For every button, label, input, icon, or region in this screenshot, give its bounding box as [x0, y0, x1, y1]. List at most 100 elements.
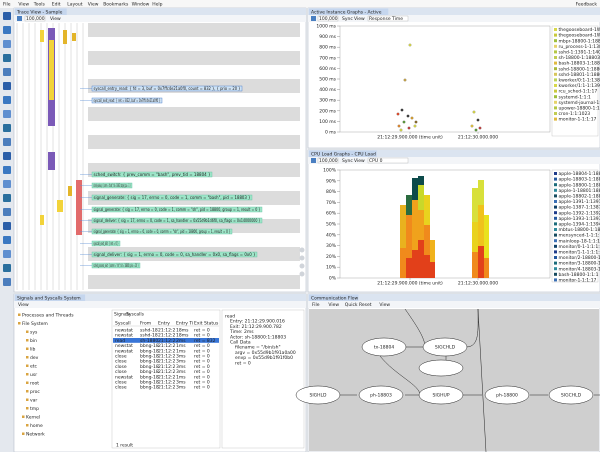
- table-cell[interactable]: close: [115, 364, 127, 370]
- tool-icon[interactable]: [3, 264, 11, 272]
- legend-entry[interactable]: systemd-1:1:1: [559, 94, 592, 100]
- table-cell[interactable]: bbng-18: [140, 374, 159, 380]
- table-cell[interactable]: 21:12:2: [158, 348, 175, 354]
- table-cell[interactable]: 21:12:2: [158, 385, 175, 391]
- table-cell[interactable]: newstat: [115, 348, 133, 354]
- panel-tab-title[interactable]: Trace View - Sample: [16, 10, 63, 16]
- table-cell[interactable]: 3ms: [176, 385, 186, 391]
- table-cell[interactable]: 21:12:2: [158, 354, 175, 360]
- table-cell[interactable]: 3ms: [176, 354, 186, 360]
- tree-item[interactable]: lib: [30, 347, 36, 353]
- table-cell[interactable]: ret = 0: [194, 385, 210, 391]
- tool-icon[interactable]: [3, 40, 11, 48]
- tree-item[interactable]: Kernel: [26, 415, 40, 421]
- legend-entry[interactable]: apple-1387-1:1387: [559, 205, 600, 211]
- table-cell[interactable]: ret = 0: [194, 359, 210, 365]
- table-cell[interactable]: 21:12:2: [158, 374, 175, 380]
- legend-entry[interactable]: sshd-18800-1:18801: [559, 66, 600, 72]
- table-cell[interactable]: ret = 0: [194, 343, 210, 349]
- flow-node[interactable]: [361, 337, 407, 357]
- table-cell[interactable]: ret = 0: [194, 374, 210, 380]
- legend-entry[interactable]: ru_process-1-1:1387: [559, 44, 600, 50]
- legend-entry[interactable]: monitor/1-1-1:1:1:1: [559, 250, 600, 256]
- flow-node[interactable]: [548, 385, 594, 405]
- panel-tab[interactable]: [309, 294, 359, 302]
- select-value[interactable]: Response Time: [369, 16, 403, 22]
- legend-entry[interactable]: monitor/3-18800-1:18804: [559, 261, 600, 267]
- table-cell[interactable]: ret = 0: [194, 354, 210, 360]
- legend-entry[interactable]: mensynced-1-1:1:17: [559, 233, 600, 239]
- legend-entry[interactable]: thegooseboard-1W-1:1386: [559, 27, 600, 33]
- legend-entry[interactable]: apple-1-18801:18801: [559, 188, 600, 194]
- legend-entry[interactable]: apple-18802-1:18802: [559, 194, 600, 200]
- legend-entry[interactable]: apple-1391-1:1391: [559, 199, 600, 205]
- table-cell[interactable]: 21:12:2: [158, 380, 175, 386]
- table-cell[interactable]: 3ms: [176, 380, 186, 386]
- legend-entry[interactable]: cron-1:1:1023: [559, 111, 591, 117]
- table-cell[interactable]: ret = 0: [194, 380, 210, 386]
- panel-tab-title[interactable]: Communication Flow: [311, 296, 358, 302]
- panel-tab-title[interactable]: CPU Load Graphs - CPU Load: [311, 152, 376, 158]
- table-tab[interactable]: Signals: [114, 312, 131, 318]
- tree-item[interactable]: proc: [30, 389, 40, 395]
- toolbar-item[interactable]: View: [379, 302, 390, 308]
- select-field[interactable]: [367, 15, 409, 22]
- table-cell[interactable]: close: [115, 380, 127, 386]
- tool-icon[interactable]: [3, 222, 11, 230]
- tree-item[interactable]: sys: [30, 331, 38, 336]
- legend-entry[interactable]: apple-1393-1:1393: [559, 216, 600, 222]
- table-cell[interactable]: close: [115, 359, 127, 365]
- table-cell[interactable]: bbng-18: [140, 359, 159, 365]
- tool-icon[interactable]: [3, 250, 11, 258]
- table-cell[interactable]: sshd-18: [140, 328, 158, 334]
- tool-icon[interactable]: [3, 236, 11, 244]
- flow-node[interactable]: [422, 337, 468, 357]
- tool-icon[interactable]: [3, 54, 11, 62]
- table-cell[interactable]: 1ms: [176, 343, 186, 349]
- legend-entry[interactable]: monitor-1-1:1:17: [559, 117, 597, 123]
- legend-entry[interactable]: apple-18800-1:18800: [559, 182, 600, 188]
- table-cell[interactable]: bbng-18: [140, 380, 159, 386]
- table-tab[interactable]: Syscalls: [126, 312, 145, 318]
- table-cell[interactable]: 21:12:2: [158, 364, 175, 370]
- toolbar-item[interactable]: Quick Reset: [345, 302, 372, 308]
- table-cell[interactable]: sshd-18: [140, 333, 158, 339]
- menu-item[interactable]: File: [3, 2, 11, 8]
- legend-entry[interactable]: apple-1394-1:1394: [559, 222, 600, 228]
- tree-item[interactable]: home: [30, 423, 43, 429]
- table-cell[interactable]: 3ms: [176, 359, 186, 365]
- panel-tab[interactable]: [309, 150, 377, 158]
- table-cell[interactable]: ret = 0: [194, 369, 210, 375]
- zoom-icon[interactable]: [311, 16, 316, 21]
- legend-entry[interactable]: kworker/0:1-1:1389: [559, 78, 600, 84]
- legend-entry[interactable]: sh-18800-1:18803: [559, 55, 600, 61]
- zoom-value[interactable]: 100,000: [319, 16, 338, 22]
- table-cell[interactable]: close: [115, 354, 127, 360]
- tool-icon[interactable]: [3, 110, 11, 118]
- table-cell[interactable]: ret = 0: [194, 333, 210, 339]
- table-cell[interactable]: 1ms: [176, 348, 186, 354]
- table-cell[interactable]: 3ms: [176, 364, 186, 370]
- nav-control[interactable]: [299, 255, 305, 261]
- feedback-link[interactable]: Feedback: [576, 2, 598, 8]
- tree-item[interactable]: bin: [30, 338, 37, 344]
- table-cell[interactable]: 21:12:2: [158, 328, 175, 334]
- sync-button[interactable]: Sync: [342, 158, 353, 164]
- table-cell[interactable]: bbng-18: [140, 385, 159, 391]
- tool-icon[interactable]: [3, 166, 11, 174]
- table-cell[interactable]: close: [115, 369, 127, 375]
- table-cell[interactable]: 21:12:2: [158, 338, 175, 344]
- table-cell[interactable]: ret = 0: [194, 364, 210, 370]
- menu-item[interactable]: Bookmarks: [103, 2, 129, 8]
- legend-entry[interactable]: upower-18800-1:1:1024: [559, 106, 600, 112]
- toolbar-item[interactable]: View: [328, 302, 339, 308]
- tree-item[interactable]: dev: [30, 355, 39, 361]
- tool-icon[interactable]: [3, 138, 11, 146]
- select-value[interactable]: CPU 0: [369, 158, 383, 164]
- table-cell[interactable]: 3ms: [176, 369, 186, 375]
- toolbar-item[interactable]: File: [312, 302, 320, 308]
- tool-icon[interactable]: [3, 96, 11, 104]
- tree-item[interactable]: Network: [26, 432, 45, 438]
- tree-item[interactable]: root: [30, 381, 39, 387]
- nav-control[interactable]: [299, 263, 305, 269]
